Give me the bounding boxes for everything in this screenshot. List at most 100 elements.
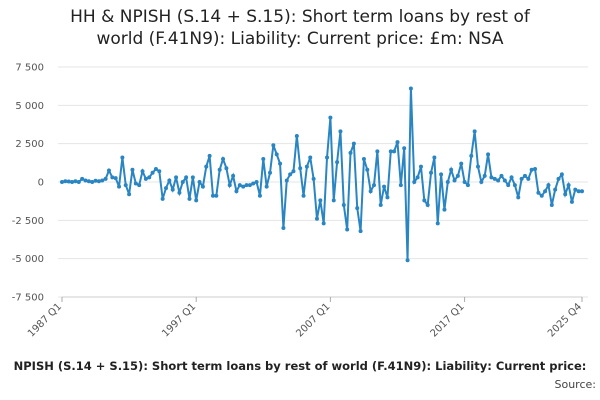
- point: [472, 129, 477, 134]
- point: [496, 178, 501, 183]
- caption: NPISH (S.14 + S.15): Short term loans by…: [14, 359, 587, 373]
- point: [140, 169, 145, 174]
- point: [576, 189, 581, 194]
- point: [261, 157, 266, 161]
- point: [341, 203, 346, 207]
- point: [361, 157, 366, 161]
- point: [86, 179, 91, 184]
- point: [137, 183, 142, 188]
- point: [194, 198, 199, 203]
- point: [549, 203, 554, 207]
- point: [429, 170, 434, 175]
- y-tick-label: 2 500: [15, 139, 44, 150]
- point: [221, 157, 226, 161]
- point: [435, 221, 440, 226]
- point: [120, 155, 125, 160]
- point: [76, 180, 81, 184]
- point: [499, 173, 504, 178]
- point: [388, 149, 393, 154]
- point: [412, 180, 417, 184]
- point: [187, 196, 192, 201]
- point: [247, 183, 252, 188]
- point: [264, 184, 269, 189]
- point: [150, 170, 155, 175]
- point: [335, 160, 340, 165]
- x-tick-label: 2017 Q1: [429, 301, 467, 339]
- point: [345, 227, 350, 232]
- point: [439, 172, 444, 177]
- point: [479, 180, 484, 184]
- point: [241, 184, 246, 189]
- point: [442, 207, 447, 212]
- point: [529, 167, 534, 172]
- point: [103, 176, 108, 181]
- point: [580, 189, 584, 194]
- point: [288, 172, 293, 177]
- point: [489, 175, 494, 180]
- point: [355, 206, 360, 211]
- point: [486, 152, 491, 157]
- point: [325, 155, 330, 160]
- point: [227, 183, 232, 188]
- point: [553, 187, 558, 192]
- point: [368, 189, 373, 194]
- point: [459, 161, 464, 166]
- point: [365, 167, 370, 172]
- point: [556, 176, 561, 181]
- point: [160, 196, 165, 201]
- x-tick-label: 2007 Q1: [294, 301, 332, 339]
- point: [63, 179, 68, 184]
- point: [328, 115, 333, 120]
- point: [469, 153, 474, 158]
- point: [244, 183, 249, 188]
- point: [543, 189, 548, 194]
- y-tick-label: 7 500: [15, 63, 44, 74]
- point: [167, 178, 172, 183]
- point: [301, 193, 306, 198]
- point: [90, 180, 95, 184]
- point: [251, 181, 256, 186]
- point: [180, 180, 185, 184]
- point: [164, 186, 168, 191]
- point: [237, 183, 242, 188]
- point: [533, 166, 538, 171]
- point: [519, 176, 524, 181]
- point: [492, 176, 497, 181]
- x-tick-label: 1997 Q1: [160, 301, 198, 339]
- point: [351, 141, 356, 146]
- point: [385, 195, 390, 200]
- point: [278, 161, 283, 166]
- point: [546, 183, 551, 188]
- point: [573, 187, 578, 192]
- point: [184, 175, 189, 180]
- point: [408, 86, 413, 91]
- point: [318, 198, 323, 203]
- point: [569, 199, 574, 204]
- point: [522, 173, 527, 178]
- point: [509, 175, 514, 180]
- point: [425, 203, 430, 207]
- point: [60, 180, 64, 184]
- point: [224, 166, 229, 171]
- point: [405, 258, 410, 263]
- point: [331, 198, 336, 203]
- point: [395, 140, 400, 145]
- chart-title: HH & NPISH (S.14 + S.15): Short term loa…: [70, 7, 531, 27]
- point: [254, 180, 259, 184]
- point: [70, 180, 75, 184]
- point: [563, 192, 568, 197]
- point: [348, 150, 353, 155]
- point: [197, 180, 202, 184]
- y-tick-label: -2 500: [12, 216, 44, 227]
- point: [284, 178, 289, 183]
- point: [80, 176, 85, 181]
- point: [207, 153, 212, 158]
- point: [93, 178, 98, 183]
- point: [516, 195, 521, 200]
- point: [452, 178, 457, 183]
- point: [526, 176, 531, 181]
- point: [231, 173, 236, 178]
- point: [100, 178, 105, 183]
- point: [281, 226, 286, 230]
